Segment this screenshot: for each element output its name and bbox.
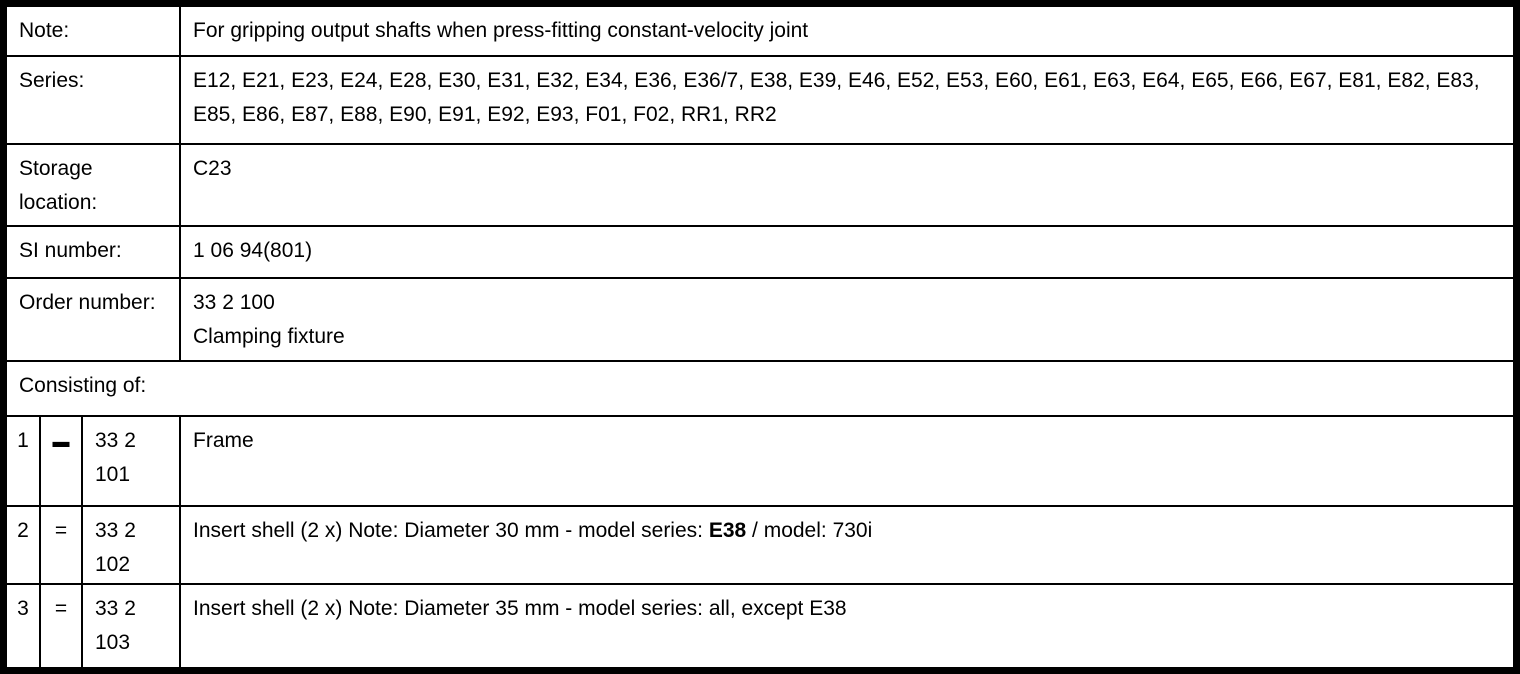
item-3-number: 33 2 103 xyxy=(83,585,181,667)
storage-location-label: Storage location: xyxy=(7,145,181,225)
item-2-description-pre: Insert shell (2 x) Note: Diameter 30 mm … xyxy=(193,519,709,542)
item-row-1: 1 ▬ 33 2 101 Frame xyxy=(7,417,1513,507)
item-1-symbol-glyph: ▬ xyxy=(52,432,70,451)
item-2-description: Insert shell (2 x) Note: Diameter 30 mm … xyxy=(181,507,1513,583)
item-2-description-series: E38 xyxy=(708,519,747,542)
item-2-equals-symbol: = xyxy=(41,507,83,583)
item-1-number: 33 2 101 xyxy=(83,417,181,505)
si-number-value: 1 06 94(801) xyxy=(193,239,313,262)
si-number-label: SI number: xyxy=(7,227,181,277)
item-2-index: 2 xyxy=(7,507,41,583)
order-number-value: 33 2 100 Clamping fixture xyxy=(193,291,345,348)
item-1-index: 1 xyxy=(7,417,41,505)
order-number-label: Order number: xyxy=(7,279,181,360)
note-label: Note: xyxy=(7,7,181,55)
si-number-row: SI number: 1 06 94(801) xyxy=(7,227,1513,279)
series-label: Series: xyxy=(7,57,181,143)
item-3-equals-symbol: = xyxy=(41,585,83,667)
order-number-row: Order number: 33 2 100 Clamping fixture xyxy=(7,279,1513,362)
item-row-3: 3 = 33 2 103 Insert shell (2 x) Note: Di… xyxy=(7,585,1513,667)
item-3-description: Insert shell (2 x) Note: Diameter 35 mm … xyxy=(193,597,847,620)
item-3-index: 3 xyxy=(7,585,41,667)
item-2-description-post: / model: 730i xyxy=(746,519,873,542)
note-row: Note: For gripping output shafts when pr… xyxy=(7,7,1513,57)
item-1-description: Frame xyxy=(193,429,254,452)
storage-location-row: Storage location: C23 xyxy=(7,145,1513,227)
storage-location-value: C23 xyxy=(193,157,232,180)
item-1-equals-symbol: ▬ xyxy=(41,417,83,505)
consisting-header: Consisting of: xyxy=(19,374,147,397)
item-2-number: 33 2 102 xyxy=(83,507,181,583)
series-row: Series: E12, E21, E23, E24, E28, E30, E3… xyxy=(7,57,1513,145)
note-value: For gripping output shafts when press-fi… xyxy=(193,19,809,42)
item-row-2: 2 = 33 2 102 Insert shell (2 x) Note: Di… xyxy=(7,507,1513,585)
series-value: E12, E21, E23, E24, E28, E30, E31, E32, … xyxy=(193,69,1480,126)
consisting-header-row: Consisting of: xyxy=(7,362,1513,417)
